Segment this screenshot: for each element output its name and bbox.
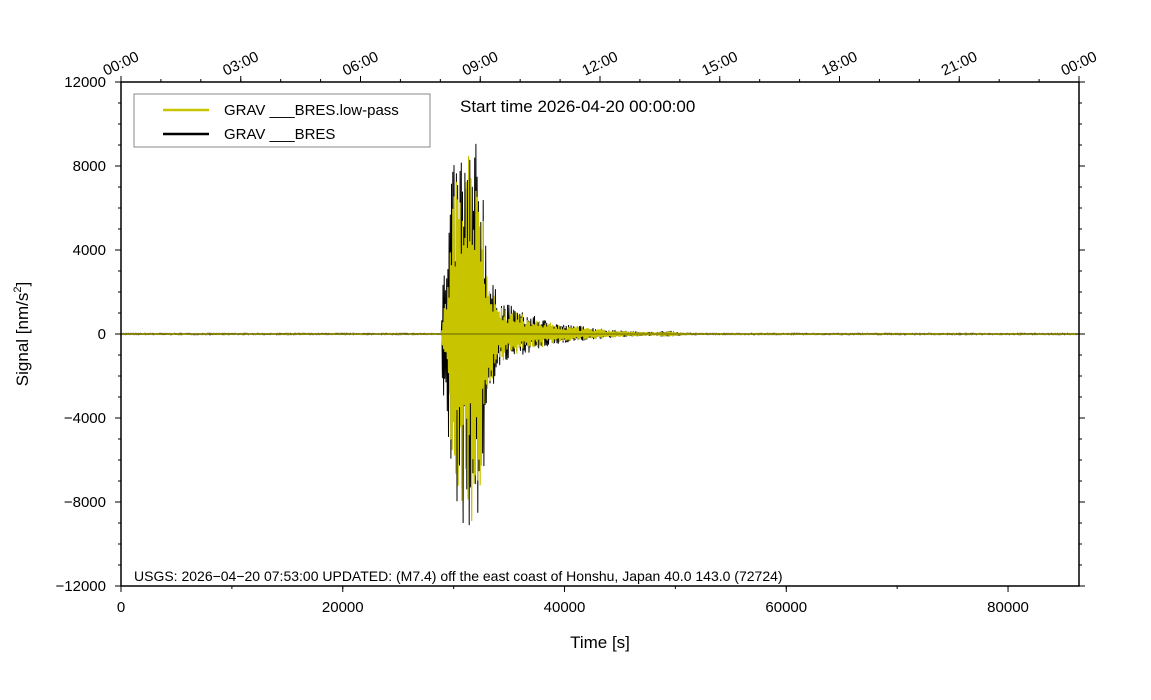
y-axis-title-main: Signal [nm/s — [13, 293, 32, 387]
legend-label-lowpass: GRAV ___BRES.low-pass — [224, 102, 399, 119]
y-tick-label-6: 12000 — [64, 74, 106, 91]
start-time-title: Start time 2026-04-20 00:00:00 — [460, 97, 695, 116]
y-tick-label-3: 0 — [98, 326, 106, 343]
legend-box — [133, 93, 431, 148]
x-axis-title: Time [s] — [570, 633, 630, 652]
x-axis-bottom: 0 20000 40000 60000 80000 — [117, 586, 1029, 616]
top-tick-label-8: 00:00 — [1058, 48, 1099, 79]
top-tick-label-2: 06:00 — [340, 48, 381, 79]
legend: GRAV ___BRES.low-pass GRAV ___BRES — [133, 93, 431, 148]
y-tick-label-4: 4000 — [73, 242, 106, 259]
series-trace-1 — [120, 155, 1079, 522]
y-tick-label-5: 8000 — [73, 158, 106, 175]
top-tick-label-5: 15:00 — [699, 48, 740, 79]
y-axis: −12000 −8000 −4000 0 4000 8000 12000 — [56, 74, 1085, 595]
y-tick-label-0: −12000 — [56, 578, 106, 595]
top-tick-label-4: 12:00 — [579, 48, 620, 79]
x-axis-top: 00:00 03:00 06:00 09:00 12:00 15:00 18:00 21:00… — [100, 48, 1100, 82]
y-tick-label-1: −8000 — [64, 494, 106, 511]
top-tick-label-3: 09:00 — [460, 48, 501, 79]
x-tick-label-4: 80000 — [987, 599, 1029, 616]
trace-layer — [120, 143, 1079, 526]
top-tick-label-0: 00:00 — [100, 48, 141, 79]
x-tick-label-3: 60000 — [765, 599, 807, 616]
x-tick-label-0: 0 — [117, 599, 125, 616]
y-axis-title-sup: 2 — [12, 287, 24, 293]
top-tick-label-7: 21:00 — [939, 48, 980, 79]
top-tick-label-1: 03:00 — [220, 48, 261, 79]
plot-area — [120, 81, 1080, 587]
y-axis-title-end: ] — [13, 282, 32, 287]
legend-label-raw: GRAV ___BRES — [224, 126, 335, 143]
x-tick-label-1: 20000 — [322, 599, 364, 616]
event-annotation: USGS: 2026−04−20 07:53:00 UPDATED: (M7.4… — [134, 568, 783, 584]
x-tick-label-2: 40000 — [544, 599, 586, 616]
y-axis-title: Signal [nm/s2] — [12, 282, 32, 386]
top-tick-label-6: 18:00 — [819, 48, 860, 79]
y-tick-label-2: −4000 — [64, 410, 106, 427]
